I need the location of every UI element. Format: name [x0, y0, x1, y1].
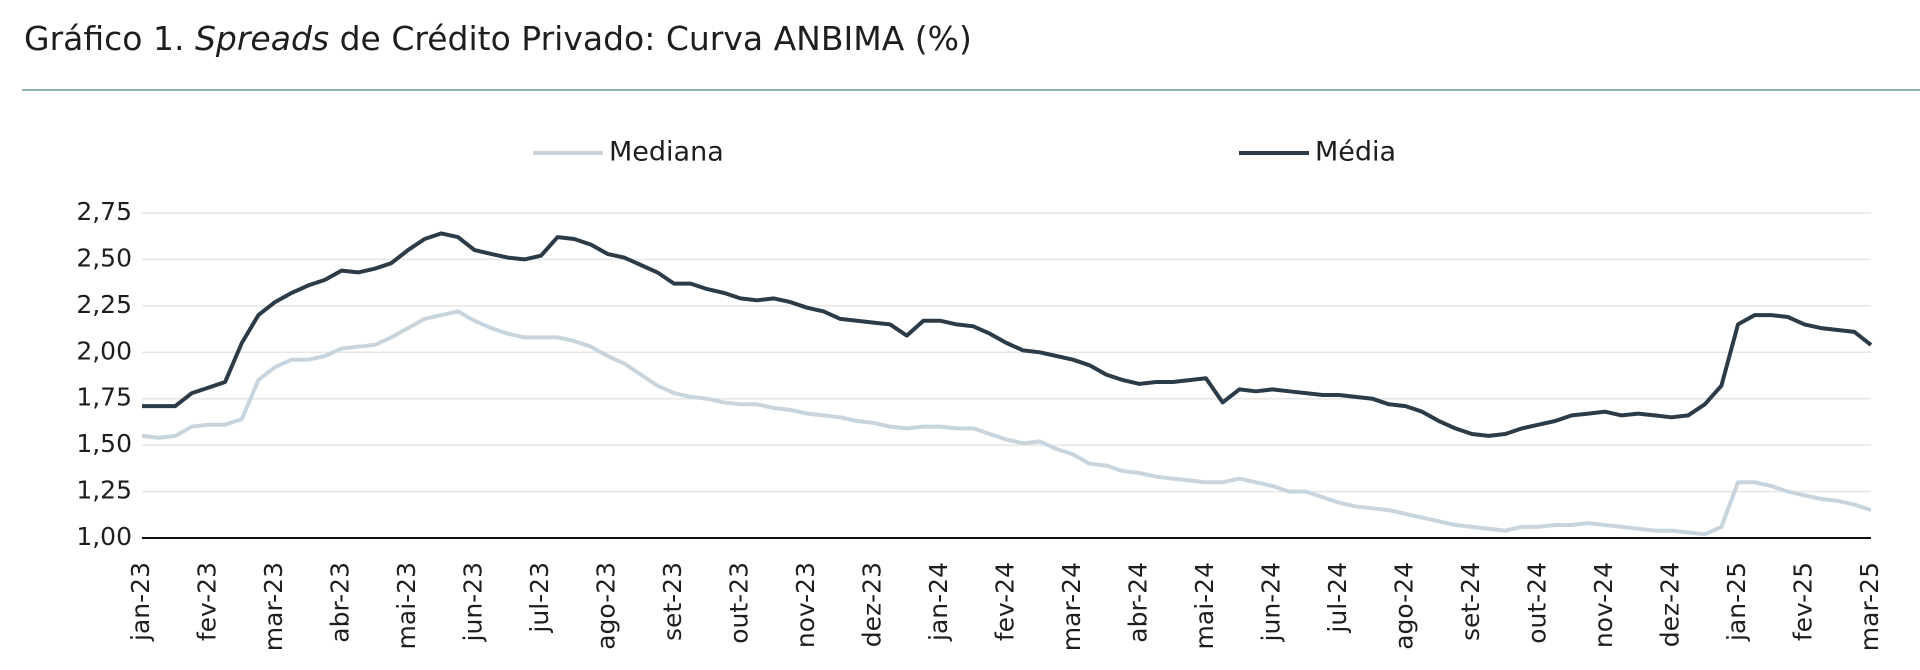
x-tick-label: fev-25: [1789, 562, 1818, 641]
title-part: Spreads: [195, 19, 329, 58]
x-tick-label: mai-23: [392, 562, 421, 649]
x-tick-label: abr-24: [1124, 562, 1153, 643]
x-tick-label: nov-24: [1589, 562, 1618, 648]
y-tick-label: 2,50: [76, 243, 132, 272]
x-tick-label: jul-24: [1323, 562, 1352, 634]
data-line: [142, 231, 1873, 438]
x-tick-label: jul-23: [525, 562, 554, 634]
x-tick-label: out-24: [1523, 562, 1552, 644]
x-tick-label: jun-24: [1257, 562, 1286, 642]
title-part: de Crédito Privado: Curva ANBIMA (%): [340, 19, 972, 58]
x-tick-label: jan-24: [924, 562, 953, 642]
x-tick-label: set-23: [658, 562, 687, 641]
x-tick-label: abr-23: [326, 562, 355, 643]
legend-label: Mediana: [609, 137, 724, 168]
y-tick-label: 1,00: [76, 522, 132, 551]
y-tick-label: 1,50: [76, 429, 132, 458]
x-tick-label: mar-24: [1057, 562, 1086, 651]
x-tick-label: dez-24: [1656, 562, 1685, 647]
y-tick-label: 2,00: [76, 336, 132, 365]
x-tick-label: nov-23: [791, 562, 820, 648]
x-tick-label: mai-24: [1190, 562, 1219, 649]
x-tick-label: fev-24: [991, 562, 1020, 641]
y-tick-label: 2,75: [76, 197, 132, 226]
x-tick-label: jan-23: [126, 562, 155, 642]
x-tick-label: dez-23: [858, 562, 887, 647]
x-tick-label: set-24: [1456, 562, 1485, 641]
data-line: [141, 309, 1872, 537]
x-tick-label: out-23: [725, 562, 754, 644]
title-part: Gráfico 1.: [24, 19, 184, 58]
x-tick-label: jun-23: [459, 562, 488, 642]
legend-label: Média: [1315, 137, 1396, 168]
y-tick-label: 1,75: [76, 383, 132, 412]
y-tick-label: 1,25: [76, 476, 132, 505]
x-tick-label: ago-23: [592, 562, 621, 650]
y-tick-label: 2,25: [76, 290, 132, 319]
chart-title: Gráfico 1. Spreads de Crédito Privado: C…: [24, 19, 972, 58]
x-tick-label: fev-23: [193, 562, 222, 641]
x-tick-label: ago-24: [1390, 562, 1419, 650]
x-tick-label: mar-25: [1855, 562, 1884, 651]
x-tick-label: jan-25: [1722, 562, 1751, 642]
x-tick-label: mar-23: [259, 562, 288, 651]
